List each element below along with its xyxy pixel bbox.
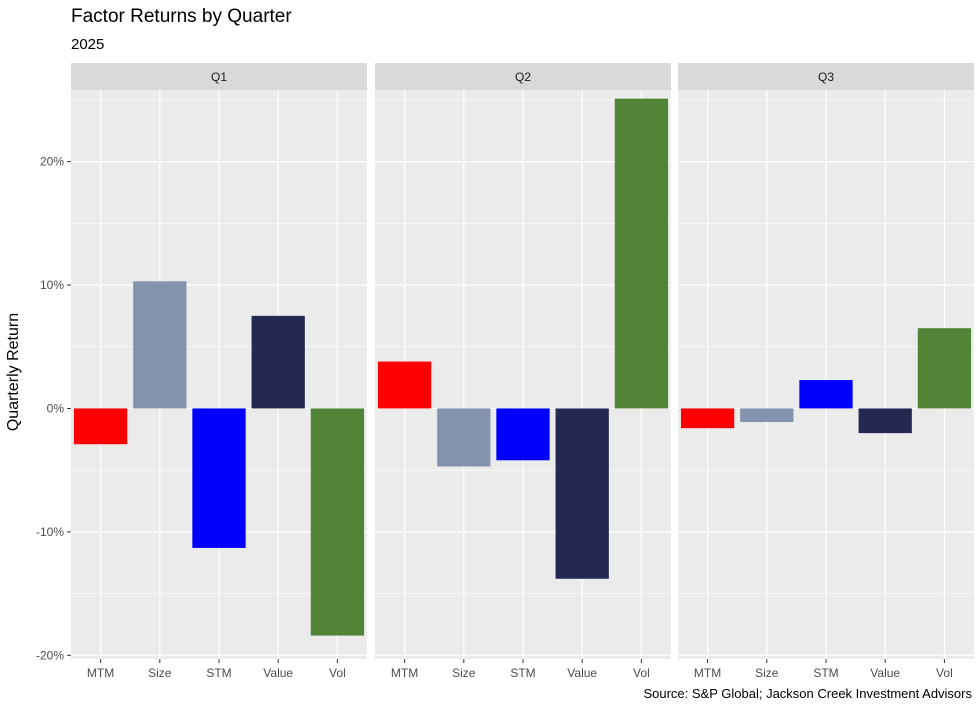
chart-subtitle: 2025 [71, 36, 105, 53]
x-tick-label: Size [148, 666, 172, 680]
y-tick-label: 10% [40, 278, 64, 292]
y-tick-label: -10% [36, 525, 64, 539]
bar-q2-stm [496, 408, 550, 461]
chart-title: Factor Returns by Quarter [71, 6, 292, 27]
bar-q1-value [251, 315, 305, 409]
x-tick-label: MTM [391, 666, 418, 680]
facet-strip-label: Q2 [515, 70, 531, 84]
facet-strip-label: Q3 [818, 70, 834, 84]
y-tick-label: -20% [36, 648, 64, 662]
bar-q1-vol [310, 408, 365, 636]
x-tick-label: Value [870, 666, 900, 680]
bar-q1-stm [192, 408, 246, 548]
x-tick-label: Value [263, 666, 293, 680]
facet-strip-label: Q1 [211, 70, 227, 84]
facet-strip [678, 63, 974, 90]
bar-q3-vol [917, 328, 972, 409]
x-tick-label: STM [206, 666, 231, 680]
x-tick-label: STM [510, 666, 535, 680]
bar-q3-value [858, 408, 912, 434]
bar-q2-vol [614, 98, 669, 409]
x-tick-label: Vol [633, 666, 650, 680]
bar-q3-size [740, 408, 794, 423]
x-tick-label: Vol [329, 666, 346, 680]
x-tick-label: Value [567, 666, 597, 680]
x-tick-label: STM [813, 666, 838, 680]
x-tick-label: MTM [87, 666, 114, 680]
bar-q3-stm [799, 380, 853, 409]
x-tick-label: Size [755, 666, 779, 680]
x-tick-label: MTM [694, 666, 721, 680]
bar-q2-mtm [377, 361, 432, 409]
facet-strip [375, 63, 671, 90]
bar-q3-mtm [680, 408, 735, 429]
bar-q1-size [133, 281, 187, 409]
bar-q1-mtm [73, 408, 128, 445]
chart-caption: Source: S&P Global; Jackson Creek Invest… [643, 686, 972, 701]
y-tick-label: 0% [47, 401, 65, 415]
bar-q2-size [437, 408, 491, 467]
x-tick-label: Vol [936, 666, 953, 680]
bar-q2-value [555, 408, 609, 579]
facet-strip [71, 63, 367, 90]
x-tick-label: Size [452, 666, 476, 680]
y-tick-label: 20% [40, 155, 64, 169]
